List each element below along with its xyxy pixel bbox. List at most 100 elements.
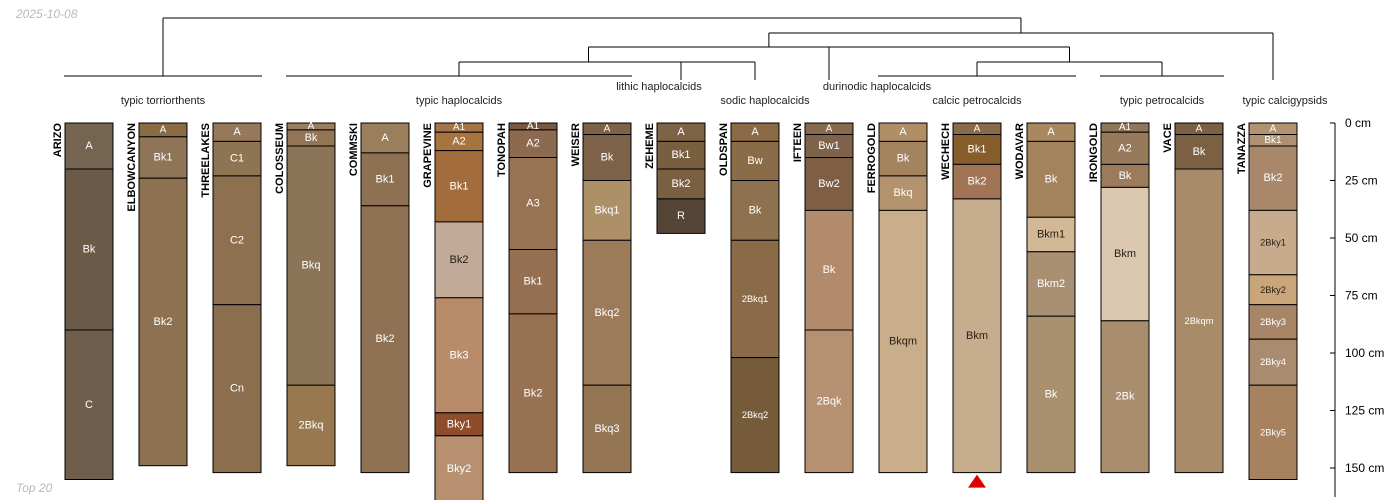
horizon-tanazza-2bky2	[1248, 274, 1298, 306]
horizon-tanazza-2bky4	[1248, 338, 1298, 386]
horizon-label: Bk2	[154, 316, 173, 328]
horizon-wodavar-bk	[1026, 140, 1076, 218]
horizon-label: Bk1	[154, 152, 173, 164]
depth-tick-label: 50 cm	[1345, 231, 1378, 245]
horizon-label: A	[604, 123, 611, 134]
horizon-label: A	[233, 126, 241, 138]
horizon-tonopah-bk2	[508, 313, 558, 474]
horizon-label: A1	[1119, 122, 1132, 133]
date-stamp: 2025-10-08	[16, 7, 78, 21]
horizon-label: Bk2	[968, 176, 987, 188]
horizon-ferrogold-bk	[878, 140, 928, 177]
horizon-label: Bk	[83, 244, 96, 256]
horizon-oldspan-bw	[730, 140, 780, 181]
horizon-label: Bk	[897, 153, 910, 165]
profile-name: ZEHEME	[644, 123, 656, 169]
profile-name: ELBOWCANYON	[126, 123, 138, 212]
profile-name: WEISER	[570, 123, 582, 166]
horizon-tonopah-a3	[508, 157, 558, 250]
profile-colosseum: ABk Bkq 2Bkq COLOSSEUM	[274, 121, 336, 467]
horizon-label: A2	[526, 138, 539, 150]
group-label-typic-torriorthents: typic torriorthents	[121, 95, 206, 107]
horizon-label: A	[308, 121, 315, 132]
horizon-wodavar-bkm1	[1026, 216, 1076, 253]
group-label-sodic-haplocalcids: sodic haplocalcids	[720, 95, 810, 107]
horizon-grapevine-bk3	[434, 297, 484, 414]
horizon-wechech-bk2	[952, 163, 1002, 200]
horizon-irongold-bkm	[1100, 186, 1150, 322]
horizon-colosseum-bkq	[286, 145, 336, 386]
horizon-arizo-c	[64, 329, 114, 480]
horizon-zeheme-r	[656, 198, 706, 234]
group-label-typic-petrocalcids: typic petrocalcids	[1120, 95, 1205, 107]
horizon-label: Bk2	[672, 178, 691, 190]
horizon-label: A1	[527, 121, 540, 132]
profile-wechech: A Bk1 Bk2 Bkm WECHECH	[940, 122, 1002, 474]
horizon-label: Bk	[1193, 146, 1206, 158]
horizon-label: A	[1270, 123, 1277, 134]
horizon-wechech-bkm	[952, 198, 1002, 474]
horizon-label: A	[1047, 126, 1055, 138]
horizon-label: Bk	[1045, 173, 1058, 185]
profile-tonopah: A1 A2 A3 Bk1 Bk2 TONOPAH	[496, 121, 558, 474]
profile-oldspan: A Bw Bk 2Bkq1 2Bkq2 OLDSPAN	[718, 122, 780, 474]
horizon-label: Bk	[823, 264, 836, 276]
profile-zeheme: A Bk1 Bk2 R ZEHEME	[644, 122, 706, 234]
horizon-label: Bkq	[302, 260, 321, 272]
profile-name: IFTEEN	[792, 123, 804, 162]
horizon-tanazza-bk2	[1248, 145, 1298, 211]
profile-commski: A Bk1 Bk2 COMMSKI	[348, 122, 410, 474]
depth-axis: 0 cm 25 cm 50 cm 75 cm 100 cm 125 cm 150 cm	[1330, 116, 1384, 497]
depth-tick-label: 25 cm	[1345, 174, 1378, 188]
profile-ifteen: A Bw1 Bw2 Bk 2Bqk IFTEEN	[792, 122, 854, 474]
horizon-threelakes-c2	[212, 175, 262, 306]
profile-threelakes: A C1 C2 Cn THREELAKES	[200, 122, 262, 474]
horizon-label: A	[751, 126, 759, 138]
horizon-colosseum-2bkq	[286, 384, 336, 467]
depth-tick-label: 75 cm	[1345, 289, 1378, 303]
horizon-label: Bw2	[818, 178, 839, 190]
horizon-label: Bky2	[447, 463, 471, 475]
footer-note: Top 20	[16, 481, 53, 495]
horizon-grapevine-bky2	[434, 435, 484, 500]
horizon-label: Bk	[305, 132, 318, 144]
horizon-vace-2bkqm	[1174, 168, 1224, 474]
horizon-oldspan-2bkq2	[730, 357, 780, 474]
group-label-calcic-petrocalcids: calcic petrocalcids	[932, 95, 1022, 107]
profile-grapevine: A1 A2 Bk1 Bk2 Bk3 Bky1 Bky2 GRAPEVINE	[422, 122, 484, 500]
profile-name: COLOSSEUM	[274, 123, 286, 194]
horizon-label: Bw	[747, 155, 762, 167]
horizon-vace-bk	[1174, 134, 1224, 170]
horizon-label: Bk1	[672, 149, 691, 161]
horizon-label: Bk	[601, 152, 614, 164]
horizon-label: A	[160, 124, 167, 135]
horizon-label: A	[826, 123, 833, 134]
horizon-label: Bkqm	[889, 336, 917, 348]
horizon-wodavar-bk	[1026, 315, 1076, 474]
horizon-label: Bkq1	[594, 204, 619, 216]
depth-tick-label: 125 cm	[1345, 404, 1384, 418]
horizon-label: Bkq3	[594, 423, 619, 435]
horizon-label: C2	[230, 234, 244, 246]
group-label-typic-haplocalcids: typic haplocalcids	[416, 95, 503, 107]
horizon-ferrogold-bkqm	[878, 209, 928, 474]
profile-arizo: A Bk C ARIZO	[52, 122, 114, 480]
group-label-typic-calcigypsids: typic calcigypsids	[1243, 95, 1328, 107]
profile-ferrogold: A Bk Bkq Bkqm FERROGOLD	[866, 122, 928, 474]
horizon-label: Bk2	[524, 387, 543, 399]
horizon-grapevine-bk1	[434, 150, 484, 223]
horizon-label: 2Bky3	[1260, 317, 1286, 327]
horizon-tanazza-2bky5	[1248, 384, 1298, 481]
profile-elbowcanyon: A Bk1 Bk2 ELBOWCANYON	[126, 122, 188, 467]
profile-irongold: A1 A2 Bk Bkm 2Bk IRONGOLD	[1088, 122, 1150, 474]
horizon-threelakes-cn	[212, 304, 262, 474]
horizon-label: A	[677, 126, 685, 138]
profile-name: THREELAKES	[200, 123, 212, 198]
horizon-label: A	[85, 140, 93, 152]
profile-name: WODAVAR	[1014, 123, 1026, 179]
horizon-label: C1	[230, 153, 244, 165]
horizon-label: 2Bky1	[1260, 238, 1286, 248]
profile-name: TONOPAH	[496, 123, 508, 177]
horizon-wodavar-bkm2	[1026, 251, 1076, 317]
horizon-arizo-bk	[64, 168, 114, 331]
